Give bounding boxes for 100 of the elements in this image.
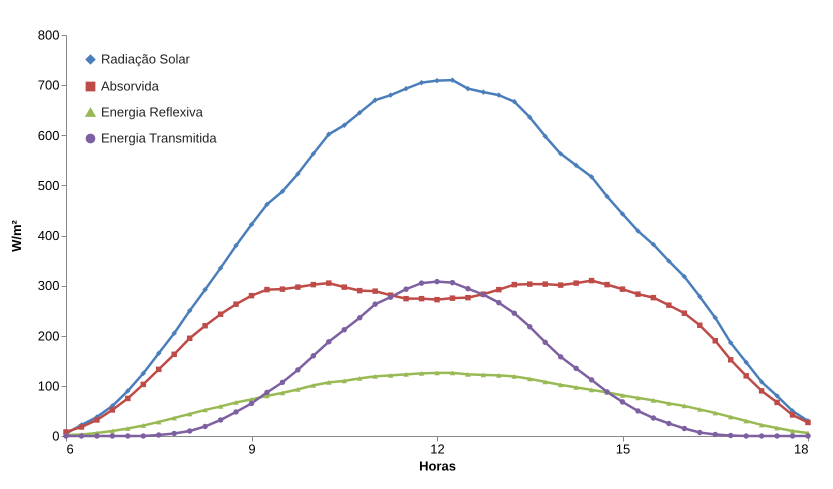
point: [666, 258, 672, 264]
point: [682, 274, 688, 280]
point: [326, 132, 332, 137]
y-tick-label: 200: [38, 328, 60, 344]
point: [496, 286, 502, 292]
point: [202, 322, 208, 328]
point: [620, 286, 626, 292]
point: [588, 278, 594, 284]
point: [434, 278, 440, 284]
point: [156, 420, 162, 424]
point: [650, 294, 656, 300]
x-tick-label: 18: [794, 442, 808, 456]
point: [743, 360, 749, 366]
point: [388, 372, 394, 378]
point: [264, 390, 270, 396]
point: [356, 376, 362, 381]
point: [202, 424, 208, 430]
point: [403, 372, 409, 377]
y-tick-label: 500: [38, 178, 60, 193]
point: [542, 134, 548, 139]
point: [202, 286, 208, 292]
point: [620, 211, 626, 217]
point: [758, 379, 764, 385]
y-tick-label: 0: [52, 428, 60, 444]
point: [264, 202, 270, 208]
point: [635, 291, 641, 297]
point: [573, 162, 579, 168]
point: [140, 423, 146, 428]
point: [356, 110, 362, 116]
x-tick-label: 15: [616, 442, 630, 456]
x-tick-label: 12: [430, 442, 445, 456]
legend-label: Energia Transmitida: [101, 130, 218, 146]
point: [697, 294, 703, 300]
point: [310, 353, 316, 359]
point: [310, 151, 316, 157]
point: [140, 433, 146, 439]
point: [635, 228, 641, 234]
point: [512, 282, 518, 288]
point: [403, 86, 409, 92]
point: [295, 387, 301, 392]
point: [434, 296, 440, 302]
point: [682, 310, 688, 316]
point: [465, 294, 471, 300]
point: [280, 188, 286, 194]
point: [666, 420, 672, 426]
point: [465, 372, 471, 377]
point: [682, 426, 688, 432]
point: [728, 414, 734, 420]
point: [480, 372, 486, 378]
point: [171, 330, 177, 336]
point: [542, 281, 548, 287]
point: [418, 296, 424, 302]
point: [342, 122, 347, 128]
point: [512, 310, 518, 316]
point: [496, 372, 502, 378]
point: [712, 410, 718, 416]
point: [774, 400, 780, 406]
point: [356, 314, 362, 320]
point: [790, 433, 796, 439]
point: [218, 265, 224, 271]
point: [635, 396, 641, 400]
point: [666, 401, 672, 406]
point: [573, 385, 579, 390]
point: [171, 430, 177, 436]
point: [140, 370, 146, 376]
point: [171, 416, 177, 420]
point: [125, 433, 131, 439]
point: [326, 280, 332, 286]
point: [697, 322, 703, 328]
point: [774, 433, 780, 439]
point: [218, 404, 224, 409]
point: [774, 393, 780, 399]
point: [218, 417, 224, 423]
point: [588, 388, 594, 392]
point: [542, 379, 548, 384]
point: [248, 292, 254, 298]
point: [712, 314, 718, 320]
point: [248, 400, 254, 406]
point: [805, 433, 811, 439]
point: [372, 301, 378, 307]
y-tick-label: 600: [38, 128, 60, 143]
point: [233, 242, 239, 248]
point: [110, 407, 116, 413]
point: [465, 286, 471, 292]
point: [573, 366, 579, 372]
point: [712, 338, 718, 344]
y-tick-label: 100: [38, 378, 60, 394]
point: [310, 383, 316, 388]
point: [558, 151, 564, 157]
point: [233, 409, 239, 415]
point: [790, 428, 796, 434]
point: [186, 428, 192, 434]
point: [496, 300, 502, 306]
point: [125, 396, 131, 402]
point: [620, 399, 626, 405]
point: [635, 408, 641, 414]
point: [280, 286, 286, 292]
point: [712, 432, 718, 438]
point: [758, 422, 764, 428]
point: [140, 382, 146, 388]
